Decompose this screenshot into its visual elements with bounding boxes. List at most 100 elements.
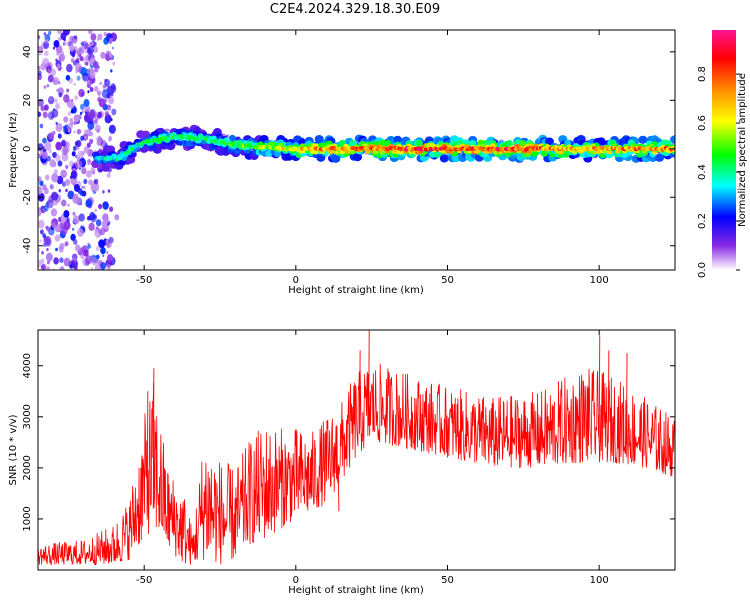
spectrogram-noise-blob <box>60 32 67 41</box>
spectrogram-noise-blob <box>103 218 109 225</box>
spectrogram-noise-blob <box>38 247 41 253</box>
spectrogram-noise-blob <box>65 188 68 193</box>
spectrogram-noise-blob <box>111 46 115 50</box>
spectrogram-noise-blob <box>89 211 96 221</box>
spectrogram-y-tick-label: 0 <box>22 146 33 152</box>
spectrogram-y-axis-label: Frequency (Hz) <box>8 112 19 188</box>
spectrogram-noise-blob <box>59 266 65 270</box>
spectrogram-x-tick-label: 0 <box>293 275 299 286</box>
spectrogram-noise-blob <box>60 169 68 179</box>
spectrogram-noise-blob <box>102 201 109 210</box>
spectrogram-noise-blob <box>73 82 76 86</box>
spectrogram-noise-blob <box>104 111 110 117</box>
spectrogram-noise-blob <box>47 260 50 265</box>
snr-plot-area <box>38 330 675 570</box>
spectrogram-ridge-mark <box>228 134 237 142</box>
snr-spike <box>368 330 370 425</box>
spectrogram-noise-blob <box>87 90 90 94</box>
spectrogram-noise-blob <box>85 255 93 265</box>
spectrogram-noise-blob <box>89 138 94 145</box>
spectrogram-noise-blob <box>80 135 85 141</box>
spectrogram-noise-blob <box>44 141 52 151</box>
spectrogram-noise-blob <box>39 239 42 243</box>
spectrogram-noise-blob <box>164 128 170 132</box>
spectrogram-noise-blob <box>108 236 114 244</box>
spectrogram-noise-blob <box>63 146 68 153</box>
spectrogram-ridge-mark <box>655 153 665 162</box>
spectrogram-noise-blob <box>96 90 102 96</box>
spectrogram-noise-blob <box>44 235 52 245</box>
spectrogram-noise-blob <box>61 199 67 207</box>
spectrogram-noise-blob <box>72 215 80 225</box>
snr-y-tick-label: 3000 <box>22 404 33 429</box>
spectrogram-y-tick-label: -20 <box>22 189 33 205</box>
spectrogram-noise-blob <box>99 227 106 236</box>
spectrogram-noise-blob <box>38 35 41 40</box>
spectrogram-noise-blob <box>55 121 58 125</box>
spectrogram-noise-blob <box>86 170 92 178</box>
spectrogram-noise-blob <box>94 208 97 212</box>
colorbar-tick-label: 0.2 <box>697 213 708 229</box>
spectrogram-noise-blob <box>64 178 71 186</box>
spectrogram-noise-blob <box>39 180 44 186</box>
snr-panel: -50 0 50 100 1000 2000 3000 4000 Height of str… <box>8 329 676 596</box>
spectrogram-noise-blob <box>97 228 101 233</box>
spectrogram-noise-blob <box>47 74 54 83</box>
spectrogram-noise-blob <box>84 42 90 50</box>
spectrogram-noise-blob <box>56 63 61 69</box>
spectrogram-noise-blob <box>78 213 85 222</box>
spectrogram-noise-blob <box>92 46 99 53</box>
spectrogram-noise-blob <box>65 74 71 81</box>
spectrogram-noise-blob <box>57 160 63 167</box>
spectrogram-noise-blob <box>108 242 112 248</box>
snr-spike <box>146 391 149 516</box>
spectrogram-noise-blob <box>70 233 76 241</box>
spectrogram-ridge-mark <box>439 154 449 163</box>
colorbar: 0.0 0.2 0.4 0.6 0.8 Normalized spectral ampl… <box>697 30 748 278</box>
spectrogram-noise-blob <box>43 41 50 50</box>
spectrogram-noise-blob <box>87 160 92 166</box>
spectrogram-noise-blob <box>69 44 75 52</box>
spectrogram-noise-blob <box>100 246 106 255</box>
spectrogram-noise-blob <box>101 89 109 99</box>
spectrogram-noise-blob <box>110 118 113 122</box>
spectrogram-noise-blob <box>38 176 42 183</box>
spectrogram-noise-blob <box>108 96 115 105</box>
spectrogram-noise-blob <box>97 111 102 118</box>
spectrogram-noise-blob <box>39 229 44 235</box>
spectrogram-noise-blob <box>73 114 80 123</box>
spectrogram-noise-blob <box>52 46 56 50</box>
spectrogram-noise-blob <box>68 100 75 110</box>
spectrogram-noise-blob <box>51 173 59 183</box>
spectrogram-noise-blob <box>91 170 96 175</box>
spectrogram-noise-blob <box>42 57 50 68</box>
spectrogram-noise-blob <box>86 142 91 148</box>
spectrogram-noise-blob <box>75 63 82 73</box>
spectrogram-noise-blob <box>44 38 49 44</box>
spectrogram-noise-blob <box>106 263 111 270</box>
spectrogram-noise-blob <box>73 35 78 40</box>
spectrogram-noise-blob <box>66 63 73 73</box>
spectrogram-noise-blob <box>53 98 58 104</box>
spectrogram-noise-blob <box>65 164 69 169</box>
spectrogram-noise-blob <box>108 85 114 94</box>
spectrogram-ridge-mark <box>564 139 572 146</box>
spectrogram-noise-blob <box>70 58 75 63</box>
spectrogram-noise-blob <box>88 110 96 119</box>
spectrogram-panel: -50 0 50 100 -40 -20 0 20 40 Height of straight… <box>8 29 676 296</box>
spectrogram-noise-blob <box>62 41 66 46</box>
spectrogram-noise-blob <box>52 76 60 86</box>
spectrogram-noise-blob <box>48 132 55 140</box>
spectrogram-noise-blob <box>41 251 44 255</box>
spectrogram-noise-blob <box>73 184 81 192</box>
spectrogram-noise-blob <box>76 146 80 150</box>
spectrogram-noise-blob <box>83 129 89 135</box>
spectrogram-ridge-mark <box>505 140 513 147</box>
spectrogram-noise-blob <box>69 264 73 268</box>
spectrogram-noise-blob <box>96 254 100 260</box>
spectrogram-noise-blob <box>93 85 99 92</box>
spectrogram-noise-blob <box>58 92 63 98</box>
spectrogram-noise-blob <box>50 208 58 217</box>
spectrogram-noise-blob <box>53 257 59 265</box>
snr-spike <box>359 350 361 435</box>
